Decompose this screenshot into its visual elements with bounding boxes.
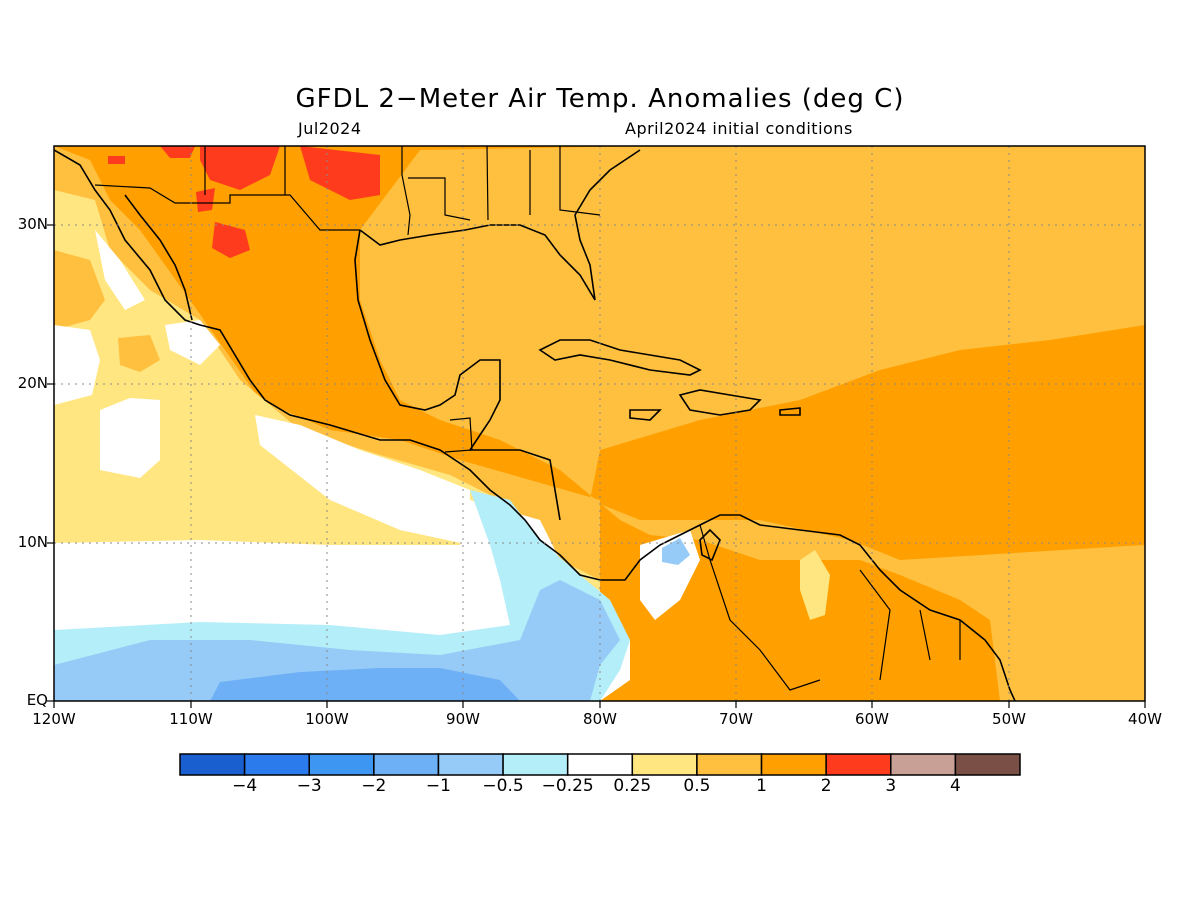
legend-swatch <box>954 753 1021 776</box>
field-neg-0.5-to-1 <box>54 580 620 701</box>
lon-label: 100W <box>305 710 349 728</box>
field-neg-1-to-2 <box>210 668 520 701</box>
legend-label: 2 <box>820 776 832 796</box>
field-2-to-3 <box>160 146 195 158</box>
field-neutral <box>255 415 470 545</box>
legend-swatch <box>373 753 440 776</box>
political-borders <box>94 146 961 691</box>
legend-label: −1 <box>425 776 451 796</box>
field-neutral <box>95 230 145 310</box>
anomaly-fields <box>54 146 1145 701</box>
color-legend <box>179 753 1021 776</box>
axis-ticks <box>47 224 1146 708</box>
legend-swatch <box>825 753 892 776</box>
graticule <box>54 146 1145 701</box>
legend-swatch <box>631 753 698 776</box>
field-0.5-to-1 <box>360 146 1145 701</box>
field-2-to-3 <box>196 188 215 212</box>
field-2-to-3 <box>212 222 250 258</box>
legend-label: −0.25 <box>541 776 594 796</box>
legend-label: −3 <box>296 776 322 796</box>
valid-month-label: Jul2024 <box>298 119 362 138</box>
field-0.5-to-1 <box>118 335 160 372</box>
legend-label: −0.5 <box>482 776 524 796</box>
legend-label: −2 <box>361 776 387 796</box>
legend-swatch <box>243 753 310 776</box>
lat-label: 30N <box>17 215 48 233</box>
lon-label: 120W <box>32 710 76 728</box>
lon-label: 40W <box>1128 710 1162 728</box>
legend-label: 4 <box>949 776 961 796</box>
legend-swatch <box>502 753 569 776</box>
initial-conditions-label: April2024 initial conditions <box>625 119 853 138</box>
legend-swatch <box>179 753 246 776</box>
lat-label: EQ <box>26 691 48 709</box>
lat-label: 20N <box>17 374 48 392</box>
lon-label: 50W <box>992 710 1026 728</box>
legend-label: −4 <box>232 776 258 796</box>
legend-swatch <box>760 753 827 776</box>
field-2-to-3 <box>108 156 125 164</box>
field-0.5-to-1 <box>54 250 105 330</box>
field-neutral <box>100 398 160 478</box>
legend-label: 3 <box>885 776 897 796</box>
legend-label: 0.25 <box>613 776 652 796</box>
field-neutral <box>165 320 220 365</box>
lon-label: 60W <box>855 710 889 728</box>
field-neutral <box>54 325 100 405</box>
lon-label: 90W <box>446 710 480 728</box>
legend-label: 0.5 <box>683 776 711 796</box>
field-0.25-to-0.5 <box>800 550 830 620</box>
field-neg-0.5-to-1 <box>662 538 690 565</box>
legend-swatch <box>890 753 957 776</box>
coastlines <box>54 149 1016 701</box>
legend-label: 1 <box>756 776 767 796</box>
lon-label: 70W <box>719 710 753 728</box>
legend-swatch <box>308 753 375 776</box>
lat-label: 10N <box>17 533 48 551</box>
field-2-to-3 <box>200 146 280 190</box>
lon-label: 80W <box>583 710 617 728</box>
map-title: GFDL 2−Meter Air Temp. Anomalies (deg C) <box>295 84 905 114</box>
lon-label: 110W <box>169 710 213 728</box>
legend-swatch <box>696 753 763 776</box>
field-2-to-3 <box>300 146 380 200</box>
legend-swatch <box>566 753 634 776</box>
legend-swatch <box>437 753 504 776</box>
